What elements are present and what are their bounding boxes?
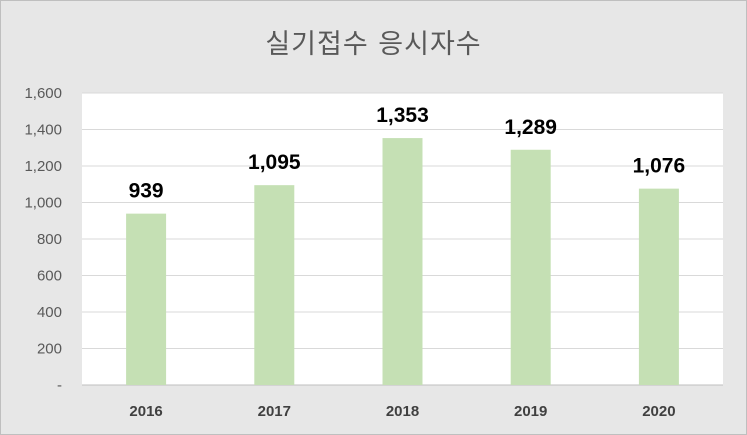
data-label: 1,076	[633, 155, 686, 178]
y-tick-label: 1,600	[24, 85, 62, 102]
y-tick-label: 400	[37, 304, 62, 321]
data-label: 1,353	[376, 104, 429, 127]
y-tick-label: 1,400	[24, 122, 62, 139]
y-tick-label: 1,000	[24, 195, 62, 212]
x-tick-label: 2020	[642, 403, 675, 420]
y-tick-label: 200	[37, 341, 62, 358]
y-tick-label: 1,200	[24, 158, 62, 175]
data-label: 939	[129, 180, 164, 203]
chart-title: 실기접수 응시자수	[265, 29, 482, 60]
bar-2018	[382, 138, 423, 385]
x-tick-label: 2017	[258, 403, 291, 420]
x-tick-label: 2019	[514, 403, 547, 420]
x-tick-label: 2016	[129, 403, 162, 420]
y-tick-label: -	[57, 377, 62, 394]
data-label: 1,095	[248, 151, 301, 174]
data-label: 1,289	[504, 116, 557, 139]
x-tick-label: 2018	[386, 403, 419, 420]
bar-2020	[638, 188, 679, 385]
bar-2016	[126, 213, 167, 385]
y-tick-label: 600	[37, 268, 62, 285]
bar-2019	[510, 149, 551, 385]
y-tick-label: 800	[37, 231, 62, 248]
bar-2017	[254, 185, 295, 385]
